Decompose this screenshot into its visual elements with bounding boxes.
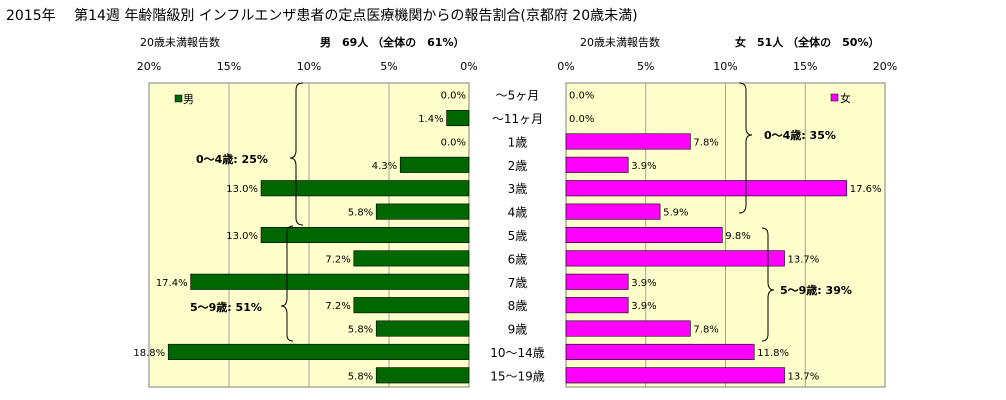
- male-data-label: 5.8%: [348, 208, 373, 219]
- female-bar: [565, 133, 691, 150]
- male-data-label: 13.0%: [226, 184, 258, 195]
- category-label: 9歳: [508, 323, 528, 337]
- female-brace-5-9: [761, 227, 775, 342]
- male-group-label-0-4: 0～4歳: 25%: [196, 152, 268, 166]
- female-bar: [565, 203, 661, 220]
- male-bar: [353, 297, 470, 314]
- male-bar: [375, 320, 470, 337]
- male-legend-swatch: [174, 94, 183, 103]
- female-brace-0-4: [738, 82, 753, 214]
- female-data-label: 13.7%: [788, 371, 820, 382]
- female-bar: [565, 180, 848, 197]
- data-labels: 0.0% 0.0% ～5ヶ月 1.4% 0.0% ～11ヶ月 0.0% 7.8% 1歳 4.3% 3…: [133, 89, 881, 384]
- male-data-label: 13.0%: [226, 231, 258, 242]
- female-x-tick-label: 20%: [873, 60, 897, 73]
- male-bar: [353, 250, 470, 267]
- chart-title: 2015年 第14週 年齢階級別 インフルエンザ患者の定点医療機関からの報告割合…: [6, 7, 638, 24]
- male-data-label: 4.3%: [372, 161, 397, 172]
- category-label: 4歳: [508, 206, 528, 220]
- male-data-label: 5.8%: [348, 371, 373, 382]
- male-x-tick-label: 5%: [380, 60, 397, 73]
- female-legend-swatch: [830, 93, 839, 102]
- category-label: 5歳: [508, 229, 528, 243]
- female-data-label: 5.9%: [663, 208, 688, 219]
- female-bar: [565, 250, 785, 267]
- category-label: ～5ヶ月: [496, 89, 540, 103]
- male-bar: [260, 226, 470, 244]
- male-x-tick-label: 0%: [460, 60, 477, 73]
- male-legend-label: 男: [183, 93, 194, 106]
- female-bar: [565, 226, 723, 244]
- female-x-tick-label: 5%: [637, 60, 654, 73]
- category-label: 1歳: [508, 135, 528, 149]
- male-bar: [167, 343, 470, 360]
- male-x-tick-label: 15%: [217, 60, 241, 73]
- female-data-label: 7.8%: [693, 137, 718, 148]
- female-data-label: 7.8%: [693, 325, 718, 336]
- female-data-label: 3.9%: [631, 301, 656, 312]
- male-data-label: 18.8%: [133, 348, 165, 359]
- male-bar: [375, 203, 470, 220]
- female-data-label: 0.0%: [569, 114, 594, 125]
- category-label: 7歳: [508, 276, 528, 290]
- category-label: ～11ヶ月: [492, 112, 543, 126]
- category-label: 10～14歳: [490, 346, 545, 360]
- male-data-label: 0.0%: [441, 91, 466, 102]
- female-group-label-0-4: 0～4歳: 35%: [764, 128, 836, 142]
- male-bar: [375, 367, 470, 384]
- female-group-label-5-9: 5～9歳: 39%: [780, 283, 852, 297]
- category-label: 8歳: [508, 299, 528, 313]
- male-plot-area: 20% 15% 10% 5% 0%: [137, 60, 478, 388]
- male-data-label: 7.2%: [325, 254, 350, 265]
- male-data-label: 5.8%: [348, 325, 373, 336]
- male-data-label: 7.2%: [325, 301, 350, 312]
- male-group-label-5-9: 5～9歳: 51%: [190, 300, 262, 314]
- female-data-label: 0.0%: [569, 91, 594, 102]
- female-data-label: 9.8%: [725, 231, 750, 242]
- category-label: 2歳: [508, 159, 528, 173]
- male-data-label: 0.0%: [441, 137, 466, 148]
- female-data-label: 3.9%: [631, 161, 656, 172]
- male-bar: [399, 156, 470, 173]
- male-bar: [446, 110, 470, 127]
- female-summary: 女 51人 （全体の 50%）: [735, 35, 879, 49]
- female-subtitle: 20歳未満報告数: [580, 36, 660, 49]
- category-label: 6歳: [508, 252, 528, 266]
- female-x-tick-label: 15%: [793, 60, 817, 73]
- female-x-tick-label: 0%: [557, 60, 574, 73]
- female-data-label: 11.8%: [757, 348, 789, 359]
- female-data-label: 3.9%: [631, 278, 656, 289]
- female-bar: [565, 343, 755, 360]
- female-bar: [565, 367, 785, 384]
- male-subtitle: 20歳未満報告数: [140, 36, 220, 49]
- female-bar: [565, 273, 629, 290]
- category-label: 3歳: [508, 182, 528, 196]
- male-data-label: 17.4%: [156, 278, 188, 289]
- female-plot-area: 0% 5% 10% 15% 20%: [557, 60, 897, 388]
- category-label: 15～19歳: [490, 369, 545, 383]
- female-legend-label: 女: [840, 91, 851, 105]
- male-brace-0-4: [289, 82, 304, 226]
- male-brace-5-9: [280, 225, 294, 342]
- male-data-label: 1.4%: [418, 114, 443, 125]
- male-bar: [260, 180, 470, 197]
- female-bar: [565, 320, 691, 337]
- female-data-label: 13.7%: [788, 254, 820, 265]
- male-bar: [190, 273, 470, 290]
- male-x-tick-label: 10%: [297, 60, 321, 73]
- male-x-tick-label: 20%: [137, 60, 161, 73]
- male-summary: 男 69人 （全体の 61%）: [320, 35, 464, 49]
- female-bar: [565, 156, 629, 173]
- female-x-tick-label: 10%: [713, 60, 737, 73]
- female-bar: [565, 297, 629, 314]
- female-data-label: 17.6%: [850, 184, 882, 195]
